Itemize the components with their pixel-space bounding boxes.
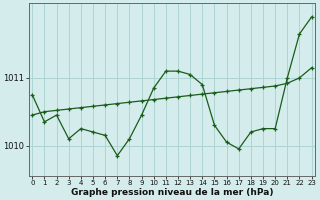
X-axis label: Graphe pression niveau de la mer (hPa): Graphe pression niveau de la mer (hPa) [71,188,273,197]
